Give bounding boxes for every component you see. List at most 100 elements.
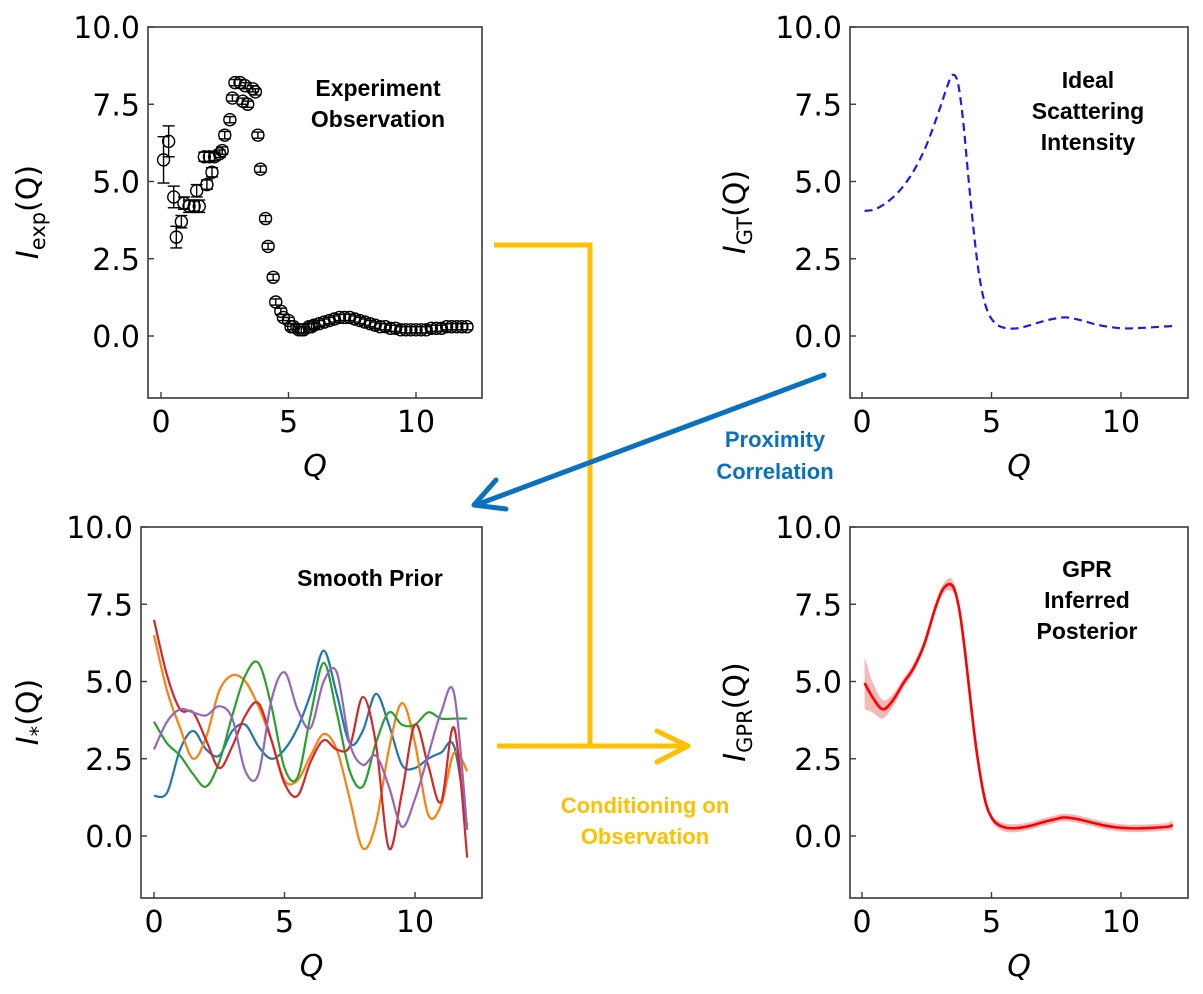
x-tick-label: 10 bbox=[396, 905, 434, 940]
y-tick-label: 2.5 bbox=[794, 743, 842, 778]
plot-frame bbox=[140, 526, 483, 899]
marker-circle bbox=[373, 320, 387, 334]
data-point bbox=[223, 112, 237, 127]
posterior-mean-line bbox=[863, 582, 1174, 830]
marker-circle bbox=[174, 214, 189, 229]
marker-circle bbox=[409, 323, 423, 337]
y-tick-label: 0.0 bbox=[794, 320, 842, 355]
marker-circle bbox=[240, 97, 255, 111]
x-tick-label: 5 bbox=[279, 405, 298, 440]
y-tick-label: 0.0 bbox=[92, 320, 140, 355]
x-tick-label: 10 bbox=[1102, 405, 1140, 440]
data-point bbox=[266, 270, 280, 284]
marker-circle bbox=[394, 323, 408, 337]
posterior-marks bbox=[863, 577, 1174, 833]
marker-circle bbox=[161, 134, 176, 149]
panel-title-line: Observation bbox=[311, 106, 445, 132]
marker-circle bbox=[223, 112, 237, 127]
marker-circle bbox=[399, 323, 413, 337]
y-tick-label: 0.0 bbox=[85, 820, 133, 855]
proximity-label-line: Correlation bbox=[716, 459, 833, 484]
x-tick-label: 0 bbox=[151, 405, 170, 440]
experiment-marks bbox=[156, 75, 474, 337]
data-point bbox=[215, 143, 229, 158]
marker-circle bbox=[192, 199, 206, 213]
marker-circle bbox=[274, 304, 288, 318]
y-tick-label: 10.0 bbox=[66, 511, 133, 546]
data-point bbox=[240, 97, 255, 111]
plot-frame bbox=[147, 26, 483, 399]
panel-ideal-scattering: 0 5 10 0.0 2.5 5.0 7.5 10.0 Q IGT(Q) Ideal Scatte… bbox=[718, 11, 1189, 484]
prior-marks bbox=[152, 619, 469, 858]
marker-circle bbox=[429, 321, 444, 335]
plot-frame bbox=[849, 26, 1189, 399]
marker-circle bbox=[388, 321, 403, 335]
marker-circle bbox=[197, 150, 212, 164]
y-tick-label: 5.0 bbox=[92, 166, 140, 201]
conditioning-label-line: Conditioning on bbox=[561, 793, 730, 818]
y-tick-label: 2.5 bbox=[92, 243, 140, 278]
panel-title-line: Inferred bbox=[1044, 587, 1130, 613]
data-point bbox=[269, 295, 283, 309]
panel-title-line: Experiment bbox=[315, 75, 441, 101]
y-tick-label: 0.0 bbox=[794, 820, 842, 855]
x-axis-label: Q bbox=[1007, 449, 1031, 484]
confidence-band bbox=[864, 577, 1173, 833]
conditioning-label-line: Observation bbox=[581, 824, 709, 849]
y-tick-label: 5.0 bbox=[85, 666, 133, 701]
marker-circle bbox=[419, 323, 433, 337]
panel-title-line: Intensity bbox=[1041, 129, 1136, 155]
y-tick-label: 2.5 bbox=[85, 743, 133, 778]
y-axis-label: IGT(Q) bbox=[718, 170, 757, 254]
marker-circle bbox=[455, 320, 469, 334]
x-axis-label: Q bbox=[1007, 949, 1031, 984]
prior-sample-line bbox=[153, 666, 469, 830]
ideal-marks bbox=[864, 73, 1173, 330]
marker-circle bbox=[169, 230, 184, 244]
y-tick-label: 5.0 bbox=[794, 166, 842, 201]
conditioning-arrowhead-icon bbox=[654, 728, 691, 765]
marker-circle bbox=[460, 320, 474, 334]
y-tick-label: 5.0 bbox=[794, 666, 842, 701]
data-point bbox=[258, 211, 273, 226]
marker-circle bbox=[368, 318, 382, 332]
marker-circle bbox=[378, 320, 393, 334]
marker-circle bbox=[261, 239, 275, 254]
data-point bbox=[218, 128, 232, 142]
marker-circle bbox=[200, 177, 214, 192]
marker-circle bbox=[218, 128, 232, 142]
y-axis-label: I*(Q) bbox=[11, 679, 50, 745]
marker-circle bbox=[189, 184, 204, 198]
marker-circle bbox=[445, 320, 459, 334]
x-axis-label: Q bbox=[303, 449, 327, 484]
conditioning-connector: Conditioning on Observation bbox=[494, 242, 730, 849]
panel-title-line: Scattering bbox=[1032, 98, 1144, 124]
panel-smooth-prior: 0 5 10 0.0 2.5 5.0 7.5 10.0 Q I*(Q) Smooth Prior bbox=[11, 511, 483, 984]
y-tick-label: 10.0 bbox=[775, 511, 842, 546]
x-tick-label: 0 bbox=[852, 405, 871, 440]
marker-circle bbox=[253, 162, 268, 176]
y-tick-label: 7.5 bbox=[794, 588, 842, 623]
marker-circle bbox=[404, 323, 418, 337]
data-point bbox=[248, 85, 263, 99]
conditioning-line bbox=[494, 242, 593, 746]
y-axis-label: Iexp(Q) bbox=[11, 165, 50, 259]
prior-axes: 0 5 10 0.0 2.5 5.0 7.5 10.0 Q I*(Q) bbox=[11, 511, 434, 984]
marker-circle bbox=[215, 143, 229, 158]
y-tick-label: 2.5 bbox=[794, 243, 842, 278]
posterior-axes: 0 5 10 0.0 2.5 5.0 7.5 10.0 Q IGPR(Q) bbox=[718, 511, 1140, 984]
marker-circle bbox=[439, 320, 454, 334]
proximity-connector: Proximity Correlation bbox=[471, 372, 834, 512]
marker-circle bbox=[327, 312, 342, 326]
y-tick-label: 7.5 bbox=[85, 588, 133, 623]
marker-circle bbox=[383, 321, 398, 335]
data-point bbox=[205, 165, 219, 179]
panel-title-line: Smooth Prior bbox=[297, 565, 443, 591]
y-tick-label: 7.5 bbox=[794, 88, 842, 123]
data-point bbox=[261, 239, 275, 254]
marker-circle bbox=[332, 310, 347, 325]
panel-title-line: Ideal bbox=[1062, 67, 1114, 93]
x-tick-label: 5 bbox=[982, 905, 1001, 940]
proximity-arrow-shaft bbox=[473, 372, 827, 508]
